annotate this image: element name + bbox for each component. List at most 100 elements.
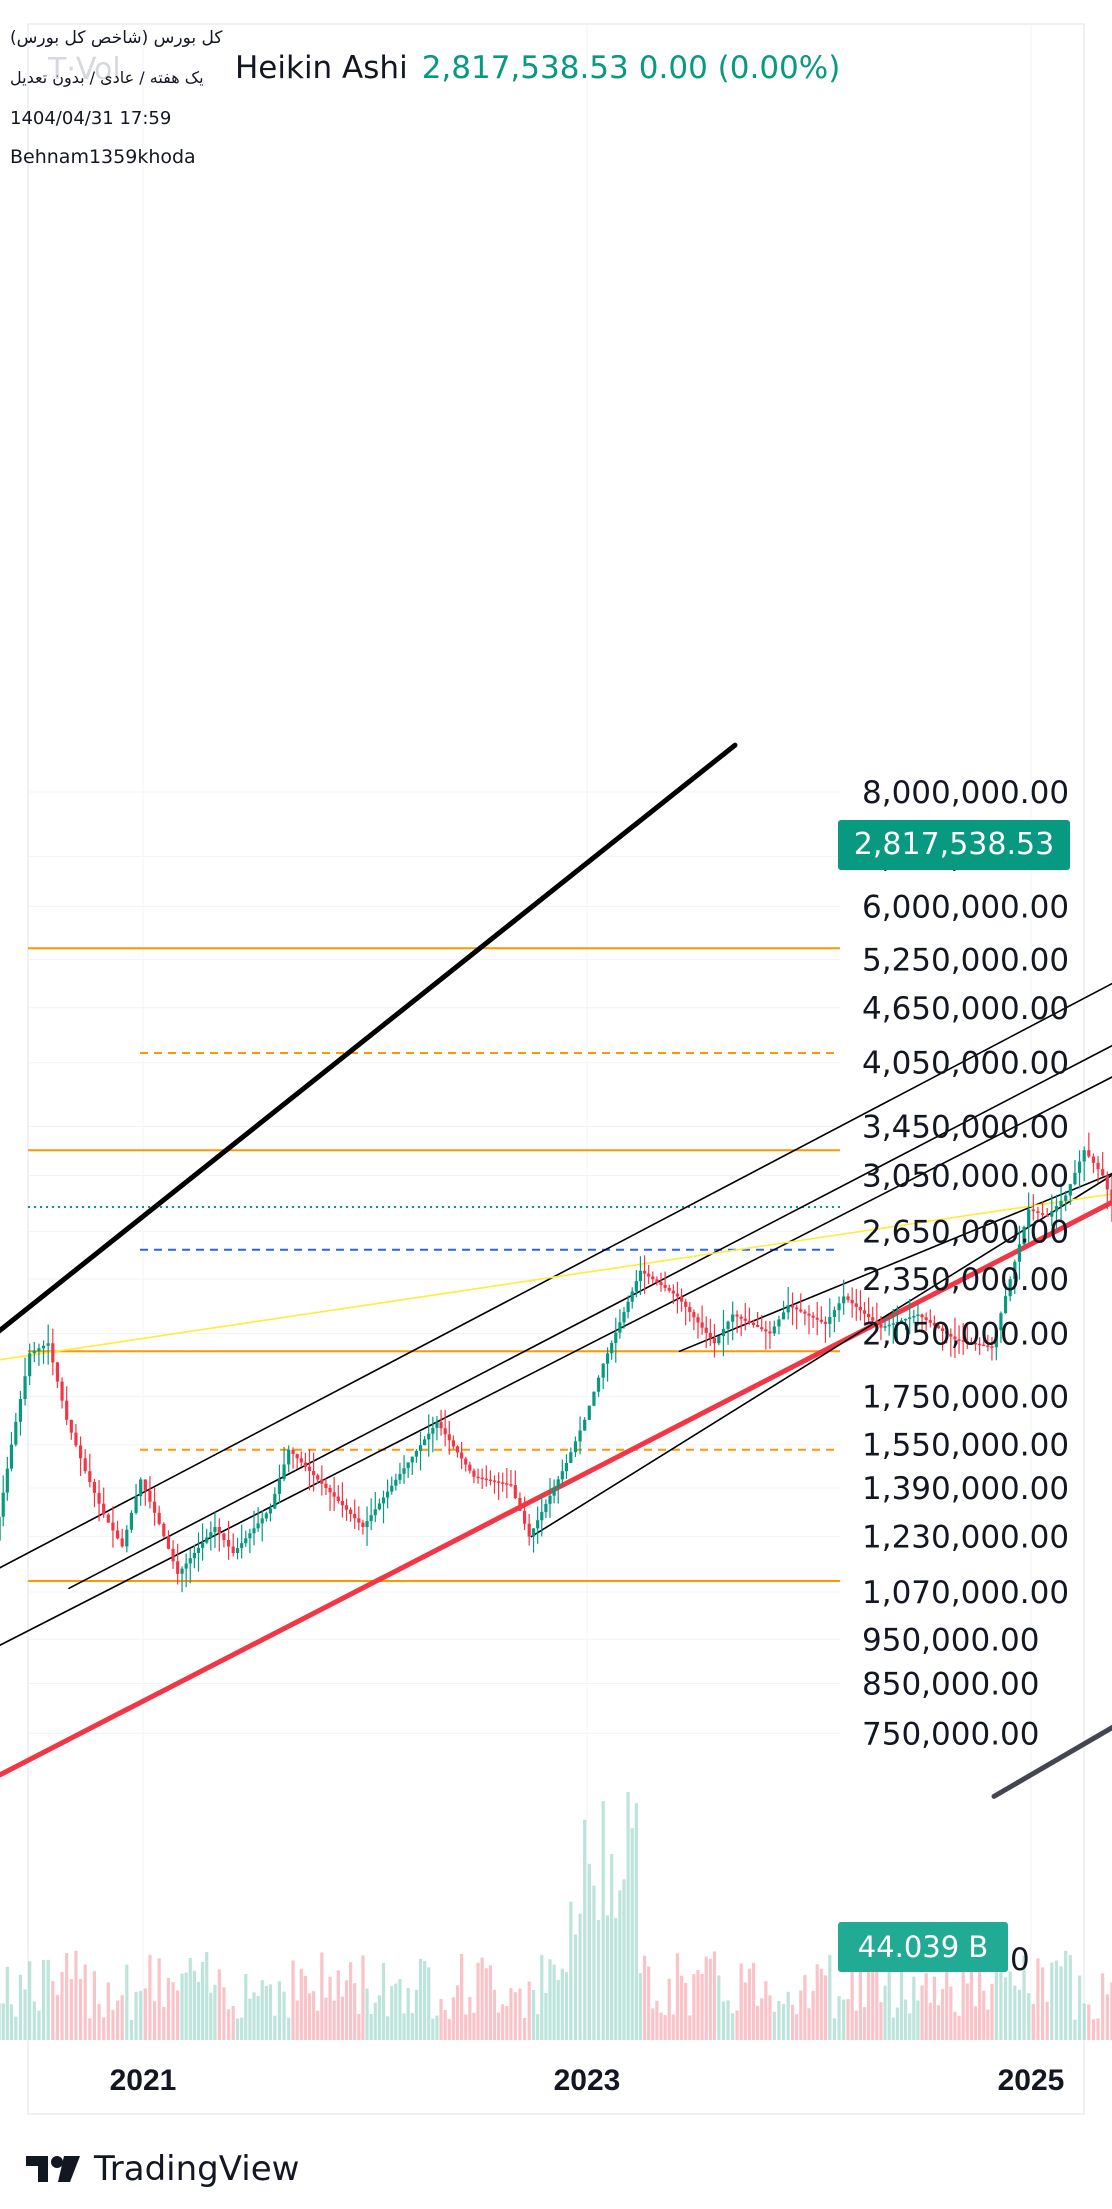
volume-bar xyxy=(544,1992,548,2040)
volume-bar xyxy=(148,1954,152,2040)
volume-axis-label: 0 xyxy=(1010,1942,1030,1978)
candle-body xyxy=(1096,1162,1100,1170)
volume-bar xyxy=(772,2011,776,2040)
volume-bar xyxy=(244,1973,248,2040)
y-tick-label: 950,000.00 xyxy=(862,1622,1040,1658)
candle-body xyxy=(953,1336,957,1340)
candle-body xyxy=(157,1512,161,1524)
volume-bar xyxy=(994,1954,998,2040)
volume-bar xyxy=(505,2005,509,2040)
candle-body xyxy=(928,1320,932,1323)
candle-body xyxy=(451,1440,455,1447)
volume-bar xyxy=(1105,1994,1109,2040)
volume-bar xyxy=(675,1953,680,2040)
candle-body xyxy=(46,1343,50,1346)
candle-body xyxy=(815,1317,819,1320)
candle-body xyxy=(1101,1169,1105,1176)
candle-body xyxy=(596,1377,601,1392)
candle-body xyxy=(764,1329,768,1332)
candle-body xyxy=(828,1317,832,1324)
volume-bar xyxy=(1091,2019,1096,2040)
candle-body xyxy=(324,1483,328,1488)
candle-body xyxy=(460,1452,464,1459)
candle-body xyxy=(18,1398,23,1422)
candle-body xyxy=(552,1487,556,1496)
volume-bar xyxy=(803,1975,807,2040)
volume-bar xyxy=(357,2013,361,2040)
candle-body xyxy=(244,1538,248,1544)
volume-bar xyxy=(807,2008,811,2040)
candle-body xyxy=(256,1523,260,1529)
volume-bar xyxy=(256,1995,260,2040)
candle-body xyxy=(51,1343,55,1363)
candle-body xyxy=(509,1484,513,1486)
candle-body xyxy=(455,1446,460,1453)
candle-body xyxy=(811,1315,815,1318)
volume-bar xyxy=(540,1954,544,2040)
candle-body xyxy=(192,1553,196,1559)
candle-body xyxy=(717,1336,721,1344)
candle-body xyxy=(518,1497,522,1511)
volume-bar xyxy=(443,2009,447,2040)
candle-body xyxy=(88,1471,92,1483)
volume-bar xyxy=(735,2010,739,2040)
y-tick-label: 2,650,000.00 xyxy=(862,1214,1069,1250)
tradingview-brand[interactable]: TradingView xyxy=(26,2146,299,2192)
volume-bar xyxy=(781,2004,786,2040)
candle-body xyxy=(492,1480,497,1482)
volume-bar xyxy=(455,1985,460,2040)
candle-body xyxy=(807,1313,811,1316)
y-tick-label: 4,050,000.00 xyxy=(862,1046,1069,1082)
trend-line xyxy=(991,1724,1112,1799)
candle-body xyxy=(381,1497,386,1504)
volume-bar xyxy=(688,2015,692,2040)
change-label: 0.00 (0.00%) xyxy=(638,50,841,86)
volume-bar xyxy=(410,2013,414,2040)
volume-bar xyxy=(891,2017,895,2040)
volume-bar xyxy=(226,2009,231,2040)
candle-body xyxy=(973,1342,978,1345)
volume-bar xyxy=(268,1984,273,2040)
volume-bar xyxy=(837,1996,841,2040)
candle-body xyxy=(213,1527,217,1533)
volume-bar xyxy=(663,2015,667,2040)
candle-body xyxy=(1105,1175,1109,1190)
candle-body xyxy=(447,1434,451,1441)
volume-bars xyxy=(0,1791,1112,2040)
candle-body xyxy=(435,1422,439,1428)
candle-body xyxy=(97,1492,101,1504)
trend-lines xyxy=(0,742,1112,1799)
candle-body xyxy=(999,1313,1003,1331)
volume-bar xyxy=(832,2018,837,2040)
volume-bar xyxy=(65,1953,69,2040)
volume-bar xyxy=(1050,1962,1054,2040)
candles xyxy=(0,1132,1112,1593)
volume-bar xyxy=(509,1988,513,2040)
candle-body xyxy=(756,1325,760,1328)
volume-bar xyxy=(361,1955,365,2040)
author-name[interactable]: Behnam1359khoda xyxy=(10,146,196,168)
volume-bar xyxy=(37,2010,41,2040)
volume-bar xyxy=(953,2011,957,2040)
volume-bar xyxy=(883,1985,887,2040)
volume-bar xyxy=(912,1976,916,2040)
volume-bar xyxy=(790,2004,795,2040)
candle-body xyxy=(536,1520,540,1529)
volume-bar xyxy=(390,1986,394,2040)
candle-body xyxy=(522,1510,527,1524)
candle-body xyxy=(248,1533,252,1539)
volume-bar xyxy=(222,1987,226,2040)
volume-bar xyxy=(634,1803,638,2040)
volume-bar xyxy=(69,1978,73,2040)
candle-body xyxy=(180,1568,184,1574)
candle-body xyxy=(1045,1214,1049,1217)
y-tick-label: 5,250,000.00 xyxy=(862,942,1069,978)
candle-body xyxy=(1008,1279,1012,1297)
volume-bar xyxy=(377,1995,381,2040)
chart-subtitle: یک هفته / عادی / بدون تعدیل xyxy=(10,68,204,87)
volume-bar xyxy=(32,2001,36,2040)
volume-badge: 44.039 B xyxy=(838,1922,1008,1972)
symbol-title: کل بورس (شاخص کل بورس) xyxy=(10,28,223,48)
candle-body xyxy=(1059,1200,1063,1207)
volume-bar xyxy=(786,1991,790,2040)
